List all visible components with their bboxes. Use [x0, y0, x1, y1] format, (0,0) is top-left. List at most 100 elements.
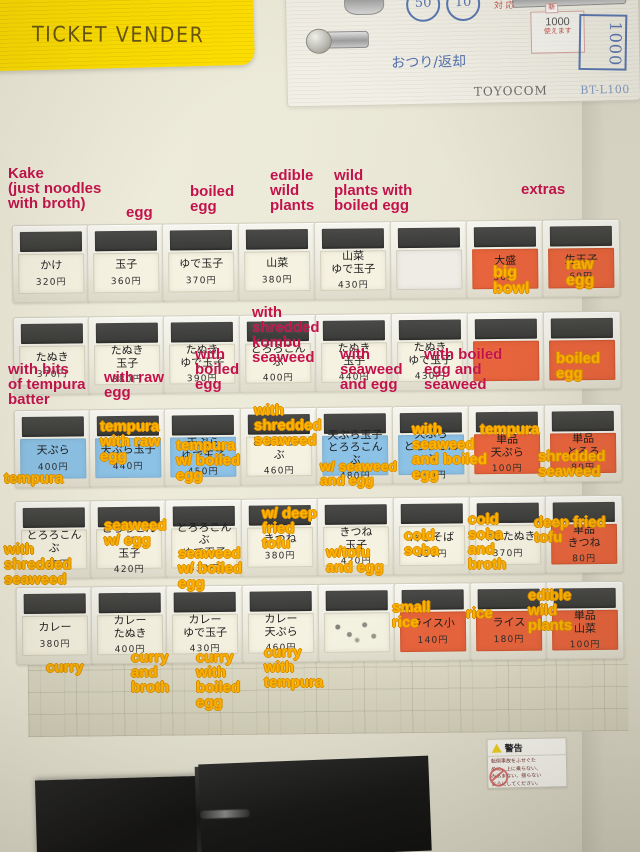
ticket-button-r4-c5[interactable]: きつね 玉子 420円 [316, 497, 396, 576]
button-plate: ライス 180円 [475, 610, 543, 652]
ticket-vender-sign-label: TICKET VENDER [31, 22, 205, 48]
menu-item-name: 単品 きつね [567, 523, 601, 549]
model-label: BT-L100 [580, 82, 630, 97]
menu-item-name: カレー 天ぷら [264, 612, 298, 639]
button-plate: 天ぷら玉子 440円 [95, 437, 162, 479]
button-plate: きつね 380円 [246, 526, 314, 568]
ticket-button-r1-c8[interactable]: 生玉子 60円 [541, 218, 621, 298]
button-plate: 冷したぬき 370円 [474, 524, 542, 566]
menu-item-name: とろろこんぶ ゆで玉子 [176, 521, 232, 559]
ticket-button-r3-c1[interactable]: 天ぷら 400円 [13, 409, 93, 489]
button-plate: とろろこんぶ ゆで玉子 430円 [170, 521, 238, 574]
ticket-button-r5-c1[interactable]: カレー 380円 [15, 586, 95, 666]
menu-item-price: 380円 [111, 374, 143, 385]
menu-item-price: 360円 [110, 276, 142, 287]
ticket-button-r3-c7[interactable]: 単品 天ぷら 100円 [467, 404, 547, 484]
ticket-button-r1-c6[interactable] [389, 220, 469, 300]
menu-item-price: 380円 [261, 274, 293, 286]
ticket-button-r4-c7[interactable]: 冷したぬき 370円 [468, 495, 548, 575]
button-lamp-strip [249, 591, 312, 612]
button-lamp-strip [98, 592, 161, 614]
button-plate: かけ 320円 [18, 253, 85, 295]
coin-slot-icon[interactable] [343, 0, 385, 16]
ticket-button-r5-c7[interactable]: ライス 180円 [469, 581, 549, 661]
button-lamp-strip [22, 507, 85, 529]
bill-slot[interactable] [511, 0, 627, 9]
ticket-button-r1-c3[interactable]: ゆで玉子 370円 [161, 222, 241, 302]
ticket-button-r4-c8[interactable]: 単品 きつね 80円 [544, 494, 624, 574]
menu-item-price: 80円 [571, 462, 596, 473]
coin-return-lever[interactable] [308, 30, 369, 49]
button-plate: たぬき ゆで玉子 390円 [169, 343, 236, 385]
menu-item-price: 420円 [113, 564, 145, 575]
ticket-button-r5-c3[interactable]: カレー ゆで玉子 430円 [165, 584, 245, 664]
ticket-button-r2-c6[interactable]: たぬき ゆで玉子 430円 [390, 312, 470, 392]
menu-item-name: とろろこんぶ [26, 528, 82, 555]
button-plate: たぬき 370円 [19, 345, 86, 387]
ticket-button-r5-c6[interactable]: ライス小 140円 [393, 582, 473, 662]
ticket-button-r2-c4[interactable]: とろろこんぶ 400円 [238, 313, 318, 393]
button-lamp-strip [248, 505, 311, 526]
menu-item-price: 400円 [262, 372, 294, 384]
ticket-button-r3-c2[interactable]: 天ぷら玉子 440円 [88, 408, 168, 488]
new-bill-mark-right: 応 [505, 0, 515, 11]
ticket-button-r3-c4[interactable]: とろろこんぶ 460円 [239, 406, 319, 486]
ticket-button-r4-c4[interactable]: きつね 380円 [240, 497, 320, 577]
menu-item-name: ライス [492, 616, 526, 630]
button-plate: たぬき 玉子 380円 [94, 344, 161, 386]
button-lamp-strip [549, 225, 613, 247]
menu-item-price: 420円 [340, 555, 372, 567]
ticket-button-r2-c7[interactable] [466, 311, 546, 391]
button-plate: 天ぷら 400円 [20, 438, 87, 480]
ticket-tray-lip[interactable] [198, 755, 432, 852]
button-plate: ゆで玉子 370円 [168, 251, 235, 293]
menu-item-price: 50円 [493, 272, 518, 283]
ticket-button-r1-c2[interactable]: 玉子 360円 [86, 223, 166, 303]
button-plate: ライス小 140円 [399, 611, 467, 653]
ticket-button-r1-c1[interactable]: かけ 320円 [11, 224, 91, 304]
ticket-button-r1-c7[interactable]: 大盛 50円 [465, 219, 545, 299]
ticket-button-r5-c8[interactable]: 単品 山菜 100円 [545, 580, 625, 660]
button-lamp-strip [550, 317, 613, 339]
bill-1000-sub: 使えます [543, 28, 572, 36]
ticket-button-r4-c2[interactable]: とろろこんぶ 玉子 420円 [89, 499, 169, 579]
ticket-button-r2-c2[interactable]: たぬき 玉子 380円 [87, 315, 167, 395]
ticket-button-r1-c5[interactable]: 山菜 ゆで玉子 430円 [313, 221, 393, 300]
ticket-button-r4-c1[interactable]: とろろこんぶ 380円 [14, 500, 94, 580]
ticket-button-r5-c5[interactable] [317, 583, 397, 662]
ticket-button-r4-c6[interactable]: 冷しそば 350円 [392, 496, 472, 576]
ticket-button-r3-c5[interactable]: 天ぷら玉子 とろろこんぶ 480円 [315, 406, 395, 485]
ticket-button-r4-c3[interactable]: とろろこんぶ ゆで玉子 430円 [164, 498, 244, 578]
menu-item-price: 430円 [188, 563, 220, 574]
change-return-label: おつり/返却 [391, 53, 467, 72]
button-plate [323, 612, 391, 653]
menu-item-name: ゆで玉子 [179, 257, 224, 271]
menu-item-name: ライス小 [411, 616, 455, 631]
ticket-button-r2-c8[interactable] [542, 310, 622, 390]
menu-item-name: カレー たぬき [113, 614, 147, 640]
menu-item-name: かけ [40, 259, 63, 273]
button-lamp-strip [245, 229, 309, 250]
menu-item-name: 天ぷら とろろこんぶ [403, 427, 459, 466]
button-lamp-strip [401, 589, 464, 611]
ticket-button-r3-c8[interactable]: 単品 とろろ 80円 [543, 403, 623, 483]
button-lamp-strip [247, 414, 310, 435]
ticket-button-r3-c3[interactable]: 天ぷら ゆで玉子 450円 [163, 407, 243, 487]
button-plate: カレー たぬき 400円 [96, 614, 164, 656]
ticket-button-r5-c2[interactable]: カレー たぬき 400円 [90, 585, 170, 665]
button-lamp-strip [473, 226, 537, 248]
ticket-button-r5-c4[interactable]: カレー 天ぷら 460円 [241, 583, 321, 663]
ticket-button-r2-c3[interactable]: たぬき ゆで玉子 390円 [162, 314, 242, 394]
menu-item-name: 天ぷら [36, 443, 70, 458]
menu-item-name: 単品 山菜 [573, 609, 597, 635]
ticket-button-r2-c1[interactable]: たぬき 370円 [12, 316, 92, 396]
menu-item-price: 350円 [416, 549, 448, 560]
ticket-button-r3-c6[interactable]: 天ぷら とろろこんぶ 490円 [391, 405, 471, 485]
ticket-button-r2-c5[interactable]: たぬき 玉子 440円 [314, 313, 394, 392]
menu-item-price: 490円 [415, 470, 447, 481]
button-plate: たぬき 玉子 440円 [321, 342, 388, 383]
ticket-button-r1-c4[interactable]: 山菜 380円 [237, 221, 317, 301]
button-lamp-strip [173, 591, 236, 613]
menu-item-price: 400円 [37, 462, 69, 473]
menu-item-price: 60円 [569, 271, 594, 282]
